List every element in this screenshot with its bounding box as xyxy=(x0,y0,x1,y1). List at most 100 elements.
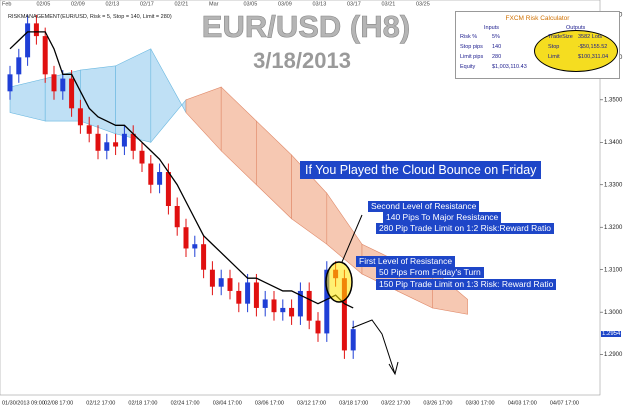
calc-input-value: 5% xyxy=(492,34,500,40)
candle-body xyxy=(192,244,198,249)
candle-body xyxy=(201,244,207,270)
calc-output-label: TradeSize xyxy=(548,34,573,40)
candle-body xyxy=(25,23,31,58)
last-price-tag: 1.2954 xyxy=(601,331,622,337)
candle-body xyxy=(271,299,277,313)
candle-body xyxy=(121,133,127,147)
top-tick-label: 02/13 xyxy=(106,1,120,7)
candle-body xyxy=(341,278,347,351)
candle-body xyxy=(227,278,233,291)
top-tick-label: Feb xyxy=(2,1,11,7)
calc-input-label: Risk % xyxy=(460,34,478,40)
annotation: First Level of Resistance xyxy=(356,256,456,267)
y-tick-label: 1.2900 xyxy=(604,352,623,358)
annotation: Second Level of Resistance xyxy=(368,201,480,212)
candle-body xyxy=(33,23,39,37)
top-tick-label: 03/13 xyxy=(313,1,327,7)
candle-body xyxy=(245,282,251,304)
kijun-line xyxy=(9,31,354,309)
calc-output-value: $100,311.04 xyxy=(578,54,609,60)
candle-body xyxy=(324,269,330,334)
banner: If You Played the Cloud Bounce on Friday xyxy=(300,161,542,179)
top-tick-label: Mar xyxy=(209,1,219,7)
x-tick-label: 03/12 17:00 xyxy=(297,400,326,406)
candle-body xyxy=(289,307,295,317)
projection-arrow xyxy=(351,319,396,375)
top-tick-label: 02/17 xyxy=(140,1,154,7)
pointer-line xyxy=(341,214,363,263)
arrow-head xyxy=(388,361,399,376)
chart-subtitle: 3/18/2013 xyxy=(253,48,351,73)
candle-body xyxy=(60,78,66,92)
calc-input-value: 140 xyxy=(492,44,502,50)
top-tick-label: 03/17 xyxy=(347,1,361,7)
outputs-highlight xyxy=(534,30,618,72)
y-tick-label: 1.3100 xyxy=(604,267,623,273)
y-tick-label: 1.3500 xyxy=(604,97,623,103)
calc-input-value: $1,003,110.43 xyxy=(492,64,527,70)
top-tick-label: 02/05 xyxy=(37,1,51,7)
x-tick-label: 03/22 17:00 xyxy=(381,400,410,406)
calc-header: Outputs xyxy=(566,25,586,31)
candle-body xyxy=(297,290,303,317)
x-tick-label: 04/03 17:00 xyxy=(508,400,537,406)
y-tick-label: 1.3400 xyxy=(604,140,623,146)
candle-body xyxy=(148,163,154,185)
candle-body xyxy=(253,282,259,308)
chart-title: EUR/USD (H8) xyxy=(202,9,410,44)
candle-body xyxy=(350,329,356,351)
calc-input-value: 280 xyxy=(492,54,502,60)
top-tick-label: 03/25 xyxy=(416,1,430,7)
candle-body xyxy=(236,290,242,304)
calc-output-label: Limit xyxy=(548,54,560,60)
x-tick-label: 01/30/2013 09:00 xyxy=(2,400,45,406)
x-tick-label: 04/07 17:00 xyxy=(550,400,579,406)
x-tick-label: 02/08 17:00 xyxy=(44,400,73,406)
x-tick-label: 02/24 17:00 xyxy=(171,400,200,406)
candle-body xyxy=(209,269,215,287)
calc-output-value: -$50,155.52 xyxy=(578,44,608,50)
highlight-ellipse xyxy=(325,261,353,303)
candle-body xyxy=(86,125,92,134)
candle-layer xyxy=(7,14,356,359)
candle-body xyxy=(42,36,48,75)
x-tick-label: 03/04 17:00 xyxy=(213,400,242,406)
candle-body xyxy=(104,142,110,151)
candle-body xyxy=(306,290,312,321)
candle-body xyxy=(130,133,136,151)
candle-body xyxy=(51,74,57,92)
indicator-label: RISKMANAGEMENT(EUR/USD, Risk = 5, Stop =… xyxy=(8,14,172,20)
annotation: 50 Pips From Friday's Turn xyxy=(376,267,484,278)
x-tick-label: 02/12 17:00 xyxy=(86,400,115,406)
x-tick-label: 03/18 17:00 xyxy=(339,400,368,406)
calc-input-label: Limit pips xyxy=(460,54,484,60)
candle-body xyxy=(218,278,224,287)
x-tick-label: 03/06 17:00 xyxy=(255,400,284,406)
candle-body xyxy=(165,172,171,206)
calc-output-value: 3582 Lots xyxy=(578,34,603,40)
annotation: 140 Pips To Major Resistance xyxy=(383,212,502,223)
x-tick-label: 03/26 17:00 xyxy=(423,400,452,406)
calc-input-label: Equity xyxy=(460,64,476,70)
y-tick-label: 1.3200 xyxy=(604,225,623,231)
top-tick-label: 02/21 xyxy=(175,1,189,7)
annotation: 280 Pip Trade Limit on 1:2 Risk:Reward R… xyxy=(376,223,554,234)
candle-body xyxy=(7,74,13,92)
top-tick-label: 03/21 xyxy=(382,1,396,7)
calc-title: FXCM Risk Calculator xyxy=(505,15,570,22)
x-tick-label: 02/18 17:00 xyxy=(128,400,157,406)
calc-input-label: Stop pips xyxy=(460,44,483,50)
candle-body xyxy=(113,142,119,147)
candle-body xyxy=(157,172,163,185)
calc-output-label: Stop xyxy=(548,44,560,50)
candle-body xyxy=(262,299,268,308)
calc-header: Inputs xyxy=(484,25,499,31)
top-tick-label: 03/09 xyxy=(278,1,292,7)
candle-body xyxy=(69,78,75,109)
risk-calculator: FXCM Risk Calculator Inputs Outputs Risk… xyxy=(455,11,620,79)
y-tick-label: 1.3300 xyxy=(604,182,623,188)
candle-body xyxy=(139,150,145,164)
candle-body xyxy=(95,133,101,151)
